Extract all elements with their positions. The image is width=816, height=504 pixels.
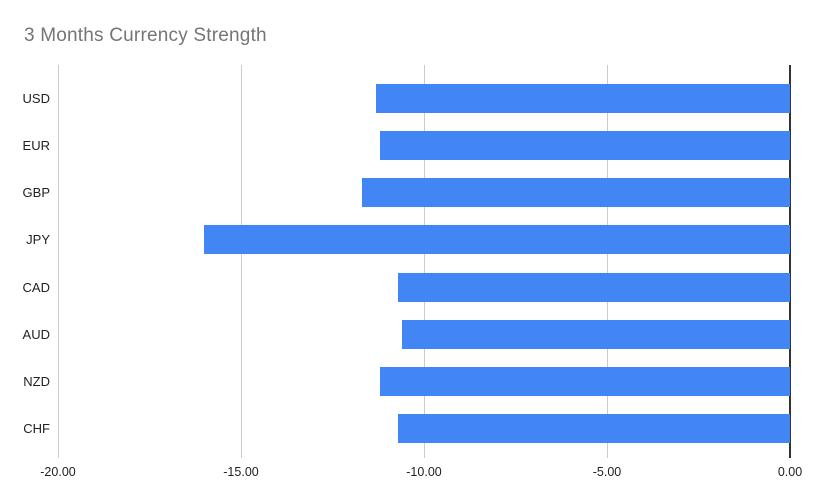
y-label-usd: USD (22, 91, 50, 107)
bar-row-cad (58, 264, 790, 311)
bar-chf (398, 413, 790, 443)
x-tick-label-0.00: 0.00 (777, 465, 803, 479)
bar-rows (58, 75, 790, 452)
bar-gbp (361, 178, 790, 208)
bar-row-aud (58, 311, 790, 358)
chart-title: 3 Months Currency Strength (24, 25, 267, 46)
x-tick-label--5.00: -5.00 (592, 465, 622, 479)
zero-axis-line (789, 65, 791, 458)
bar-aud (402, 319, 790, 349)
bar-nzd (380, 366, 790, 396)
bar-row-gbp (58, 169, 790, 216)
y-label-nzd: NZD (23, 373, 50, 389)
bar-row-chf (58, 405, 790, 452)
gridline (58, 65, 59, 458)
plot-area (58, 65, 791, 458)
bar-row-eur (58, 122, 790, 169)
x-tick-label--10.00: -10.00 (406, 465, 442, 479)
bar-eur (380, 131, 790, 161)
y-label-jpy: JPY (26, 232, 50, 248)
bar-row-nzd (58, 358, 790, 405)
bar-jpy (204, 225, 790, 255)
x-axis-labels: -20.00 -15.00 -10.00 -5.00 0.00 (40, 465, 802, 481)
bar-row-usd (58, 75, 790, 122)
bar-row-jpy (58, 216, 790, 263)
gridline (607, 65, 608, 458)
y-label-eur: EUR (22, 138, 50, 154)
y-axis-labels: USD EUR GBP JPY CAD AUD NZD CHF (0, 75, 50, 452)
bar-usd (376, 84, 790, 114)
bar-cad (398, 272, 790, 302)
x-tick-label--15.00: -15.00 (223, 465, 259, 479)
gridline (241, 65, 242, 458)
y-label-cad: CAD (22, 279, 50, 295)
gridline (424, 65, 425, 458)
y-label-gbp: GBP (22, 185, 50, 201)
x-tick-label--20.00: -20.00 (40, 465, 76, 479)
y-label-chf: CHF (23, 420, 50, 436)
y-label-aud: AUD (22, 326, 50, 342)
